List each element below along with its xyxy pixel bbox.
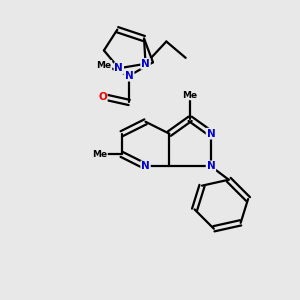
Text: N: N — [207, 161, 215, 171]
Text: N: N — [114, 63, 123, 73]
Text: N: N — [141, 161, 150, 171]
Text: N: N — [125, 71, 134, 81]
Text: N: N — [207, 129, 215, 139]
Text: N: N — [141, 59, 150, 69]
Text: O: O — [98, 92, 107, 101]
Text: Me: Me — [183, 91, 198, 100]
Text: Me: Me — [96, 61, 112, 70]
Text: Me: Me — [92, 150, 107, 159]
